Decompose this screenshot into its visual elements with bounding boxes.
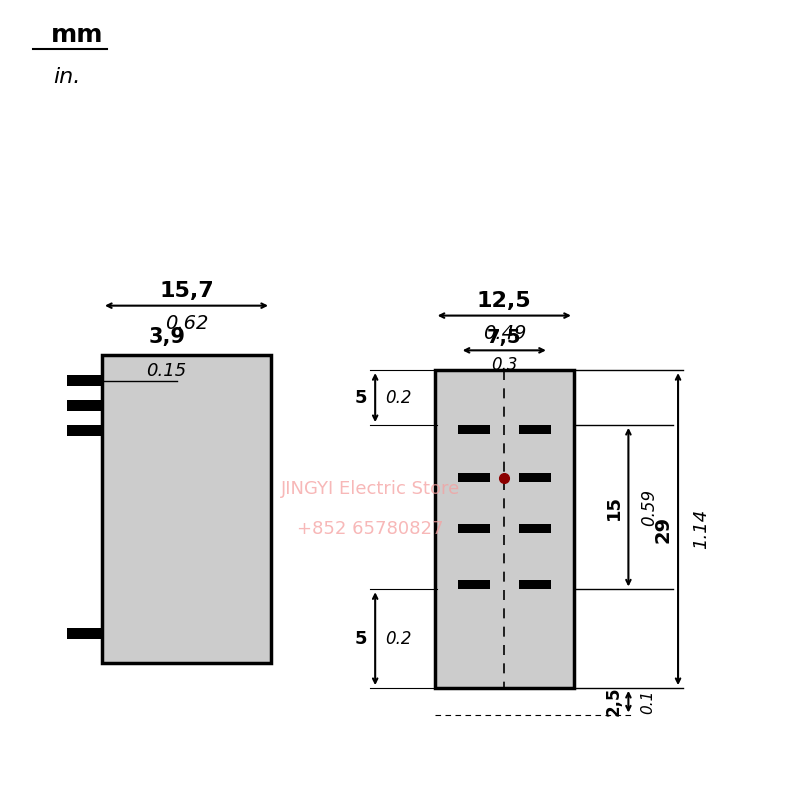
Bar	[519, 425, 550, 434]
Text: 12,5: 12,5	[477, 290, 531, 310]
Bar	[458, 473, 490, 482]
Bar	[67, 400, 102, 411]
Bar	[67, 375, 102, 386]
Text: 15,7: 15,7	[159, 281, 214, 301]
Bar	[519, 524, 550, 533]
Bar	[519, 473, 550, 482]
Bar	[102, 355, 271, 663]
Text: 5: 5	[354, 630, 367, 648]
Text: 3,9: 3,9	[148, 327, 185, 347]
Text: in.: in.	[54, 67, 81, 87]
Text: 5: 5	[354, 389, 367, 406]
Text: 0.59: 0.59	[640, 489, 658, 526]
Bar	[458, 524, 490, 533]
Text: 7,5: 7,5	[487, 328, 522, 347]
Text: 0.49: 0.49	[482, 323, 526, 342]
Bar	[67, 629, 102, 639]
Text: 0.1: 0.1	[640, 690, 655, 714]
Text: 29: 29	[653, 515, 672, 542]
Text: 0.3: 0.3	[491, 356, 518, 374]
Text: 0.2: 0.2	[385, 630, 412, 648]
Text: 1.14: 1.14	[692, 509, 710, 550]
Bar	[519, 581, 550, 590]
Text: 15: 15	[605, 494, 622, 520]
Text: JINGYI Electric Store: JINGYI Electric Store	[281, 480, 460, 498]
Bar	[458, 581, 490, 590]
Text: +852 65780827: +852 65780827	[297, 520, 443, 538]
Bar	[434, 370, 574, 688]
Text: 0.2: 0.2	[385, 389, 412, 406]
Text: 0.15: 0.15	[146, 362, 186, 380]
Bar	[458, 425, 490, 434]
Text: 0.62: 0.62	[165, 314, 208, 333]
Text: mm: mm	[51, 23, 103, 47]
Bar	[67, 425, 102, 436]
Text: 2,5: 2,5	[605, 687, 622, 717]
